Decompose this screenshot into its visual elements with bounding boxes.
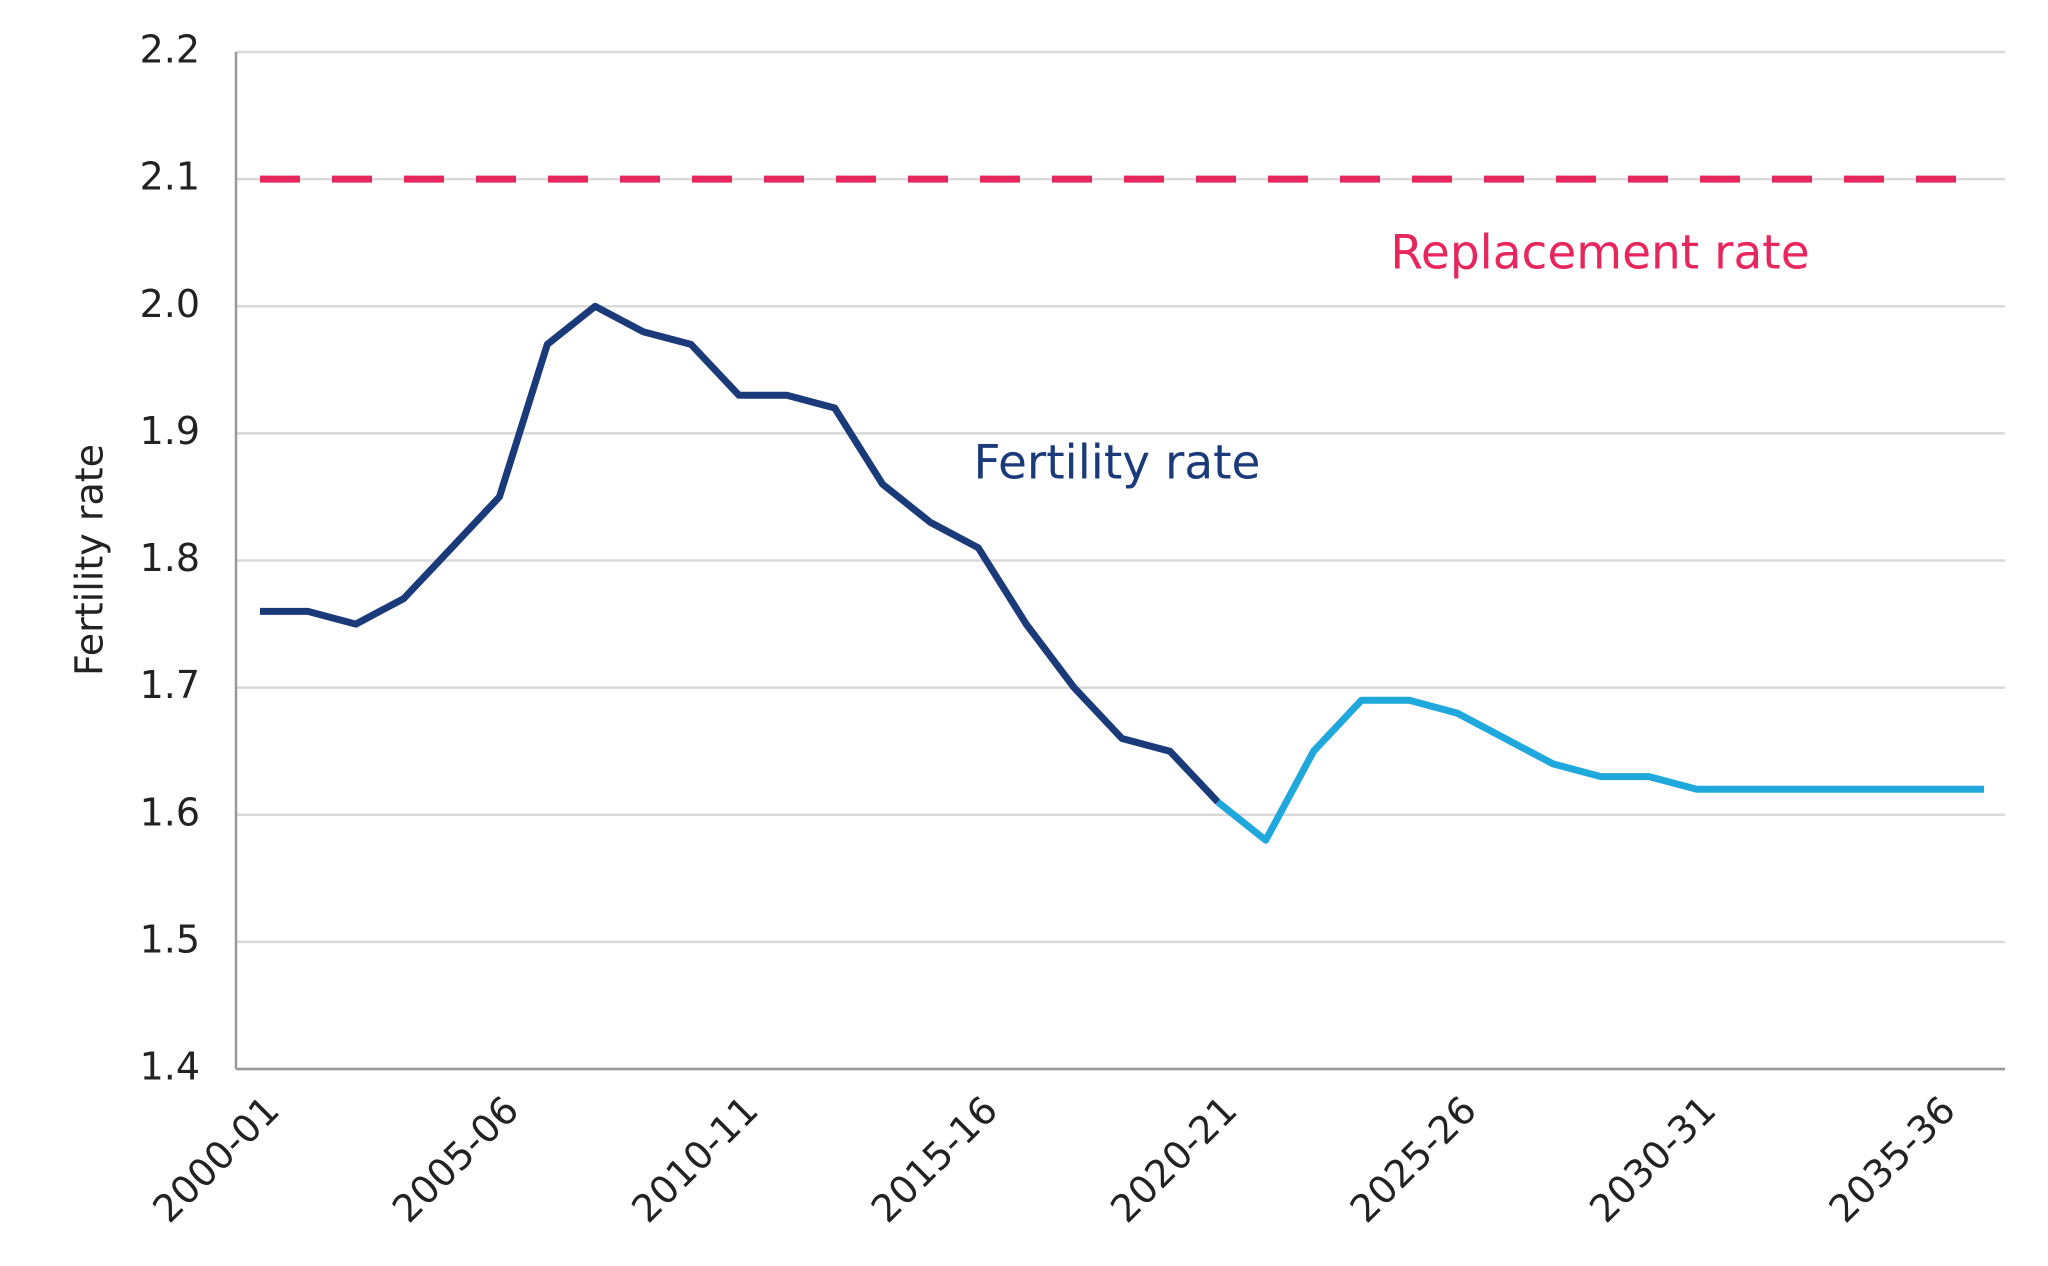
y-tick-label: 2.0 <box>140 282 200 326</box>
x-tick-label: 2025-26 <box>1342 1088 1485 1231</box>
reference-label: Replacement rate <box>1390 226 1809 281</box>
series-line <box>1215 696 1984 844</box>
y-tick-label: 1.7 <box>140 663 200 707</box>
series-line <box>260 302 1221 805</box>
y-tick-label: 1.6 <box>140 790 200 834</box>
y-tick-label: 1.9 <box>140 409 200 453</box>
y-tick-label: 1.5 <box>140 917 200 961</box>
series-label: Fertility rate <box>974 436 1261 491</box>
x-tick-label: 2005-06 <box>384 1088 527 1231</box>
y-tick-label: 1.8 <box>140 536 200 580</box>
x-tick-label: 2030-31 <box>1581 1088 1724 1231</box>
y-tick-label: 1.4 <box>140 1045 200 1089</box>
x-tick-label: 2020-21 <box>1102 1088 1245 1231</box>
x-tick-label: 2000-01 <box>144 1088 287 1231</box>
x-tick-label: 2010-11 <box>623 1088 766 1231</box>
x-tick-label: 2015-16 <box>863 1088 1006 1231</box>
y-tick-label: 2.1 <box>140 155 200 199</box>
y-tick-label: 2.2 <box>140 28 200 72</box>
x-tick-label: 2035-36 <box>1821 1088 1964 1231</box>
y-axis-label: Fertility rate <box>68 444 112 676</box>
